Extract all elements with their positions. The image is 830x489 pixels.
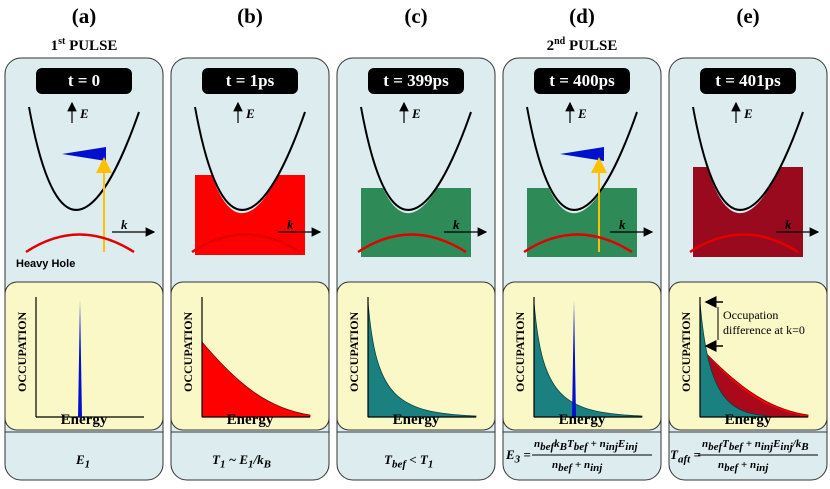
- panel-e-drawing: [668, 57, 828, 481]
- k-axis-label: k: [619, 217, 626, 232]
- time-badge: t = 401ps: [700, 68, 796, 94]
- formula-d-numerator: nbefkBTbef + ninjEinj: [534, 438, 638, 454]
- panel-letter-d: (d): [569, 4, 595, 28]
- formula-a: E1: [76, 452, 91, 471]
- conduction-band: [28, 106, 140, 211]
- energy-axis-label: E: [578, 106, 587, 121]
- time-badge: t = 399ps: [368, 68, 464, 94]
- panel-d-drawing: [502, 57, 662, 481]
- energy-axis-label: E: [80, 106, 89, 121]
- annotation-line-1: Occupation: [723, 308, 779, 322]
- energy-axis-label: E: [744, 106, 753, 121]
- k-axis-label: k: [453, 217, 460, 232]
- panel-b: t = 1ps E k OCCUPATION Energy T1 ~ E1/kB: [170, 57, 330, 481]
- distribution-peak: [78, 300, 82, 417]
- panel-letter-e: (e): [736, 4, 760, 28]
- panel-a: t = 0 E k Heavy Hole OCCUPATION Energy E…: [4, 57, 164, 481]
- panel-letter-c: (c): [404, 4, 428, 28]
- formula-e: Taft =: [670, 447, 701, 466]
- energy-axis-label: E: [246, 106, 255, 121]
- valence-band: [25, 233, 135, 254]
- panel-b-drawing: [170, 57, 330, 481]
- occupation-label: OCCUPATION: [181, 311, 195, 392]
- panel-d: t = 400ps E k OCCUPATION Energy E3 = nbe…: [502, 57, 662, 481]
- energy-label: Energy: [226, 412, 274, 428]
- occupation-label: OCCUPATION: [679, 311, 693, 392]
- occupation-label: OCCUPATION: [513, 311, 527, 392]
- formula-b: T1 ~ E1/kB: [212, 452, 272, 471]
- energy-axis-label: E: [412, 106, 421, 121]
- energy-label: Energy: [60, 412, 108, 428]
- heavy-hole-label: Heavy Hole: [16, 258, 76, 270]
- panel-letter-a: (a): [71, 4, 97, 28]
- time-badge: t = 400ps: [534, 68, 630, 94]
- energy-label: Energy: [724, 412, 772, 428]
- k-axis-label: k: [121, 217, 128, 232]
- annotation-line-2: difference at k=0: [723, 323, 805, 337]
- formula-d-denominator: nbef + ninj: [552, 459, 603, 475]
- hot-distribution: [201, 340, 311, 418]
- panel-a-drawing: [4, 57, 164, 481]
- occupation-label: OCCUPATION: [15, 311, 29, 392]
- k-axis-label: k: [785, 217, 792, 232]
- energy-label: Energy: [392, 412, 440, 428]
- occupation-annotation: Occupation difference at k=0: [723, 308, 805, 338]
- injected-carriers: [62, 147, 106, 161]
- k-axis-label: k: [287, 217, 294, 232]
- formula-e-numerator: nbefTbef + ninjEinj/kB: [702, 438, 809, 454]
- formula-d: E3 =: [506, 447, 531, 466]
- time-badge: t = 0: [36, 68, 132, 94]
- energy-label: Energy: [558, 412, 606, 428]
- first-pulse-header: 1st PULSE: [50, 36, 118, 54]
- second-pulse-header: 2nd PULSE: [546, 36, 618, 54]
- panel-e: t = 401ps E k OCCUPATION Energy Occupati…: [668, 57, 828, 481]
- panel-c-drawing: [336, 57, 496, 481]
- panel-c: t = 399ps E k OCCUPATION Energy Tbef < T…: [336, 57, 496, 481]
- panel-letter-b: (b): [237, 4, 263, 28]
- occupation-label: OCCUPATION: [347, 311, 361, 392]
- cold-distribution: [367, 301, 477, 418]
- formula-c: Tbef < T1: [384, 452, 434, 471]
- formula-e-denominator: nbef + ninj: [718, 459, 769, 475]
- time-badge: t = 1ps: [202, 68, 298, 94]
